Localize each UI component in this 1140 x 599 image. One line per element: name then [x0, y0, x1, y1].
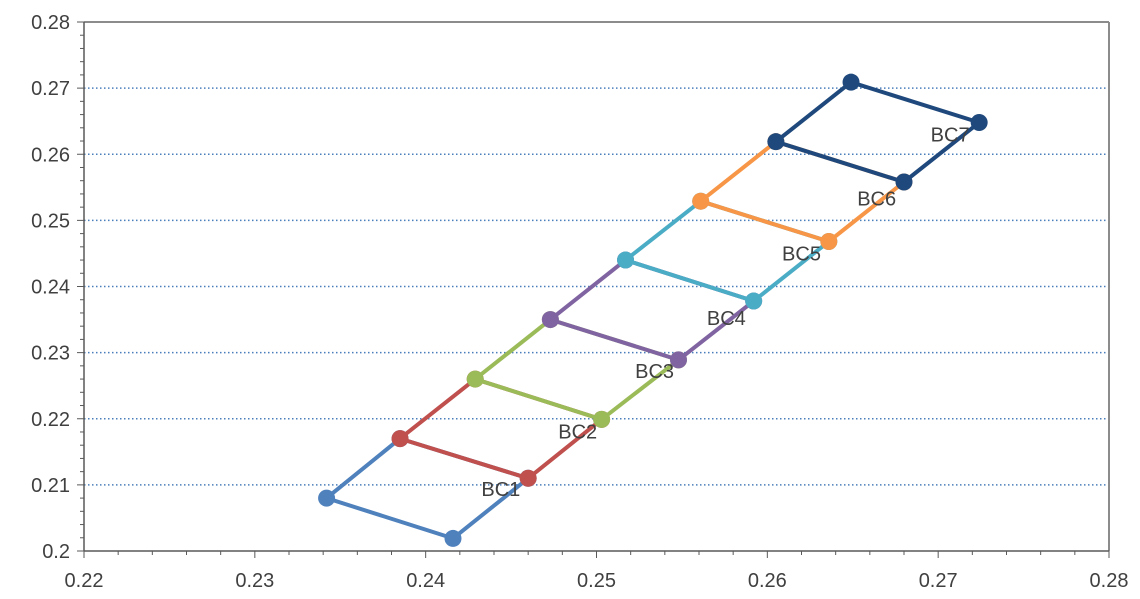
- series-label-bc7: BC7: [931, 124, 970, 146]
- data-point: [692, 192, 710, 210]
- series-label-bc6: BC6: [857, 189, 896, 211]
- series-bc7: [767, 73, 988, 191]
- data-point: [593, 410, 611, 428]
- data-point: [519, 469, 537, 487]
- data-point: [745, 292, 763, 310]
- series-labels: BC1 BC2 BC3 BC4 BC5 BC6 BC7: [481, 124, 969, 500]
- data-point: [617, 251, 635, 269]
- y-tick-label: 0.24: [31, 277, 70, 299]
- x-tick-label: 0.25: [577, 570, 616, 592]
- data-point: [970, 114, 988, 132]
- data-point: [318, 489, 336, 507]
- x-tick-label: 0.24: [406, 570, 445, 592]
- data-point: [541, 311, 559, 329]
- y-tick-label: 0.23: [31, 343, 70, 365]
- data-point: [444, 529, 462, 547]
- series-label-bc5: BC5: [782, 243, 821, 265]
- data-point: [670, 351, 687, 369]
- series: [318, 73, 988, 547]
- y-tick-label: 0.2: [42, 541, 70, 563]
- data-point: [391, 430, 409, 448]
- y-tick-label: 0.26: [31, 144, 70, 166]
- y-tick-label: 0.25: [31, 210, 70, 232]
- x-tick-label: 0.23: [235, 570, 274, 592]
- data-point: [895, 173, 913, 191]
- x-tick-label: 0.27: [919, 570, 958, 592]
- data-point: [767, 133, 785, 151]
- series-label-bc2: BC2: [558, 421, 597, 443]
- series-label-bc3: BC3: [635, 361, 674, 383]
- data-point: [842, 73, 860, 91]
- y-tick-label: 0.27: [31, 78, 70, 100]
- y-tick-label: 0.28: [31, 12, 70, 34]
- axes: 0.2 0.21 0.22 0.23 0.24 0.25 0.26 0.27 0.28 0.22 0…: [31, 12, 1128, 592]
- data-point: [466, 370, 484, 388]
- x-tick-label: 0.22: [65, 570, 104, 592]
- series-label-bc1: BC1: [481, 479, 520, 501]
- y-tick-label: 0.22: [31, 409, 70, 431]
- x-tick-label: 0.26: [748, 570, 787, 592]
- x-tick-label: 0.28: [1090, 570, 1129, 592]
- series-label-bc4: BC4: [707, 308, 746, 330]
- data-point: [820, 233, 838, 251]
- y-tick-label: 0.21: [31, 475, 70, 497]
